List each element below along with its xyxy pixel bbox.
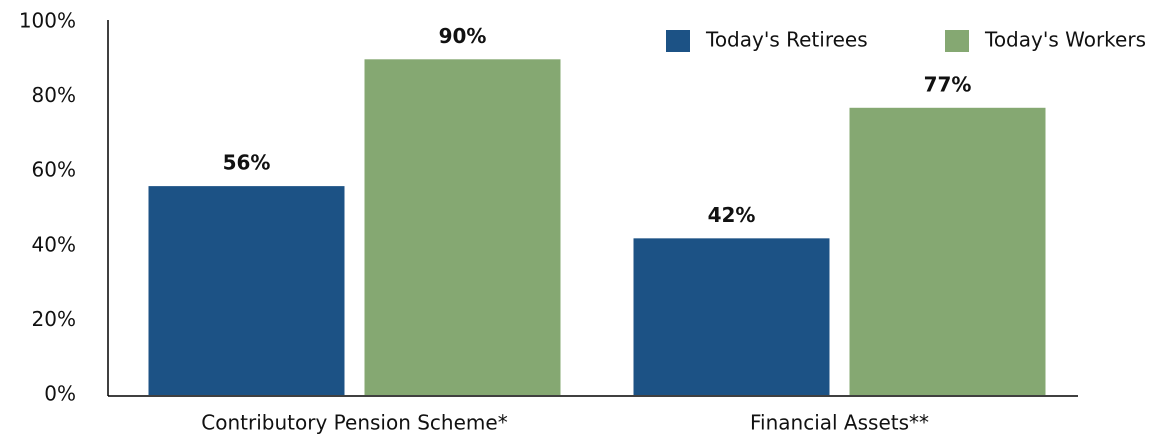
value-label: 42% [708,203,756,227]
y-tick-label: 100% [19,9,76,33]
legend-label: Today's Retirees [705,28,868,52]
value-label: 77% [924,72,972,96]
x-tick-label: Financial Assets** [750,411,929,435]
x-tick-label: Contributory Pension Scheme* [201,411,507,435]
value-label: 90% [439,24,487,48]
y-tick-label: 20% [32,307,76,331]
y-tick-label: 80% [32,83,76,107]
y-tick-label: 60% [32,158,76,182]
value-label: 56% [223,151,271,175]
bar [633,238,830,395]
legend-label: Today's Workers [984,28,1146,52]
bar [364,59,561,396]
bar [148,186,345,395]
legend-swatch [666,30,690,52]
bar [849,107,1046,395]
legend-swatch [945,30,969,52]
y-tick-label: 40% [32,232,76,256]
y-tick-label: 0% [44,382,76,406]
